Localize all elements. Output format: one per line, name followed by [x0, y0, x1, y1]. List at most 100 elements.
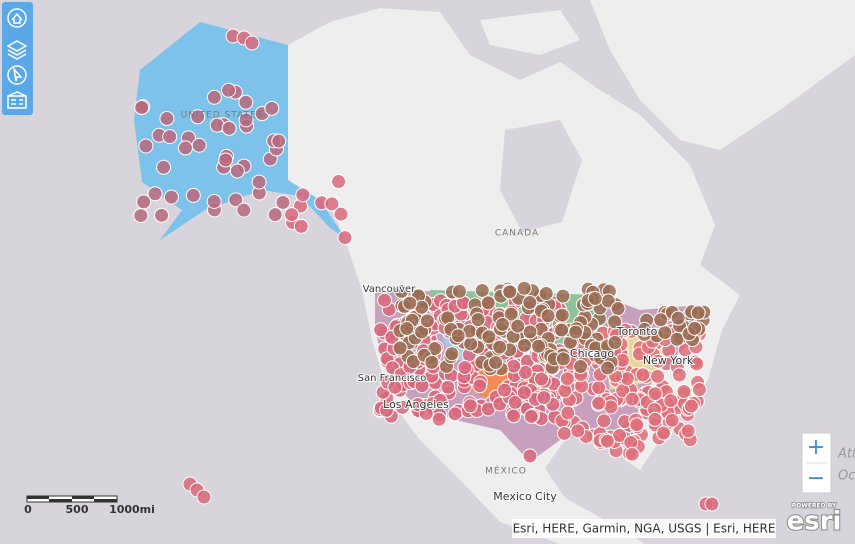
marker[interactable] [517, 364, 533, 380]
marker[interactable] [653, 312, 669, 328]
marker[interactable] [418, 405, 434, 421]
marker[interactable] [470, 312, 486, 328]
marker[interactable] [431, 411, 447, 427]
marker[interactable] [236, 202, 252, 218]
marker[interactable] [503, 306, 519, 322]
legend-button[interactable] [7, 91, 27, 109]
marker[interactable] [650, 368, 666, 384]
marker[interactable] [474, 282, 490, 298]
marker[interactable] [196, 489, 212, 505]
select-button[interactable] [7, 65, 27, 85]
marker[interactable] [635, 367, 651, 383]
marker[interactable] [538, 285, 554, 301]
marker[interactable] [663, 393, 679, 409]
marker[interactable] [607, 334, 623, 350]
marker[interactable] [373, 322, 389, 338]
marker[interactable] [424, 354, 440, 370]
marker[interactable] [690, 305, 706, 321]
marker[interactable] [333, 206, 349, 222]
marker[interactable] [402, 295, 418, 311]
marker[interactable] [271, 133, 287, 149]
marker[interactable] [624, 446, 640, 462]
marker[interactable] [556, 425, 572, 441]
marker[interactable] [463, 336, 479, 352]
marker[interactable] [450, 328, 466, 344]
marker[interactable] [190, 109, 206, 125]
marker[interactable] [506, 358, 522, 374]
marker[interactable] [560, 405, 576, 421]
attribution[interactable]: Esri, HERE, Garmin, NGA, USGS | Esri, HE… [513, 522, 776, 536]
marker[interactable] [591, 395, 607, 411]
marker[interactable] [394, 399, 410, 415]
marker[interactable] [221, 82, 237, 98]
marker[interactable] [624, 391, 640, 407]
marker[interactable] [554, 322, 570, 338]
marker[interactable] [610, 301, 626, 317]
marker[interactable] [492, 339, 508, 355]
marker[interactable] [516, 337, 532, 353]
marker[interactable] [573, 359, 589, 375]
marker[interactable] [185, 187, 201, 203]
marker[interactable] [612, 427, 628, 443]
marker[interactable] [554, 307, 570, 323]
layers-button[interactable] [6, 40, 28, 60]
marker[interactable] [377, 292, 393, 308]
marker[interactable] [664, 412, 680, 428]
marker[interactable] [324, 196, 340, 212]
marker[interactable] [559, 371, 575, 387]
marker[interactable] [522, 324, 538, 340]
marker[interactable] [295, 187, 311, 203]
marker[interactable] [399, 321, 415, 337]
marker[interactable] [221, 120, 237, 136]
marker[interactable] [687, 320, 703, 336]
marker[interactable] [506, 408, 522, 424]
zoom-in[interactable]: + [807, 435, 825, 460]
marker[interactable] [238, 94, 254, 110]
home-button[interactable] [7, 8, 27, 28]
marker[interactable] [555, 351, 571, 367]
marker[interactable] [523, 408, 539, 424]
marker[interactable] [497, 382, 513, 398]
marker[interactable] [444, 346, 460, 362]
marker[interactable] [414, 378, 430, 394]
marker[interactable] [522, 448, 538, 464]
marker[interactable] [647, 386, 663, 402]
marker[interactable] [599, 433, 615, 449]
marker[interactable] [522, 295, 538, 311]
marker[interactable] [647, 411, 663, 427]
marker[interactable] [451, 283, 467, 299]
marker[interactable] [191, 137, 207, 153]
marker[interactable] [251, 174, 267, 190]
marker[interactable] [481, 329, 497, 345]
marker[interactable] [704, 496, 720, 512]
marker[interactable] [495, 316, 511, 332]
marker[interactable] [536, 390, 552, 406]
marker[interactable] [387, 379, 403, 395]
marker[interactable] [154, 207, 170, 223]
marker[interactable] [689, 356, 705, 372]
marker[interactable] [531, 338, 547, 354]
marker[interactable] [671, 367, 687, 383]
marker[interactable] [507, 394, 523, 410]
marker[interactable] [293, 218, 309, 234]
marker[interactable] [432, 392, 448, 408]
marker[interactable] [447, 406, 463, 422]
marker[interactable] [680, 423, 696, 439]
marker[interactable] [136, 194, 152, 210]
marker[interactable] [480, 295, 496, 311]
marker[interactable] [555, 288, 571, 304]
marker[interactable] [147, 186, 163, 202]
marker[interactable] [502, 284, 518, 300]
marker[interactable] [637, 321, 653, 337]
marker[interactable] [228, 192, 244, 208]
marker[interactable] [607, 314, 623, 330]
marker[interactable] [138, 138, 154, 154]
marker[interactable] [275, 194, 291, 210]
marker[interactable] [488, 355, 504, 371]
marker[interactable] [440, 379, 456, 395]
marker[interactable] [568, 324, 584, 340]
marker[interactable] [267, 207, 283, 223]
marker[interactable] [533, 371, 549, 387]
marker[interactable] [596, 413, 612, 429]
marker[interactable] [379, 402, 395, 418]
